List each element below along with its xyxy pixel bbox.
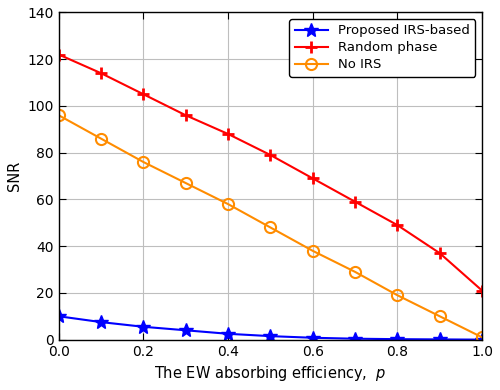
No IRS — [56, 113, 62, 118]
Proposed IRS-based — [436, 337, 442, 342]
Random phase — [225, 132, 231, 136]
Proposed IRS-based — [394, 337, 400, 342]
No IRS — [98, 136, 104, 141]
Proposed IRS-based — [479, 337, 485, 342]
No IRS — [394, 293, 400, 298]
Proposed IRS-based — [98, 320, 104, 324]
Random phase — [182, 113, 188, 118]
No IRS — [225, 202, 231, 206]
Line: No IRS: No IRS — [53, 110, 488, 343]
Legend: Proposed IRS-based, Random phase, No IRS: Proposed IRS-based, Random phase, No IRS — [290, 19, 476, 76]
No IRS — [268, 225, 274, 230]
Random phase — [479, 288, 485, 293]
Random phase — [352, 199, 358, 204]
No IRS — [310, 248, 316, 253]
Random phase — [56, 52, 62, 57]
Proposed IRS-based — [268, 334, 274, 339]
Line: Random phase: Random phase — [52, 48, 488, 297]
Proposed IRS-based — [310, 335, 316, 340]
Proposed IRS-based — [182, 328, 188, 333]
Y-axis label: SNR: SNR — [7, 161, 22, 191]
No IRS — [182, 181, 188, 185]
X-axis label: The EW absorbing efficiency,  $p$: The EW absorbing efficiency, $p$ — [154, 364, 386, 383]
Random phase — [436, 251, 442, 255]
Random phase — [310, 176, 316, 181]
Random phase — [394, 223, 400, 227]
Proposed IRS-based — [352, 336, 358, 341]
No IRS — [140, 160, 146, 164]
Line: Proposed IRS-based: Proposed IRS-based — [52, 309, 489, 347]
Proposed IRS-based — [56, 314, 62, 319]
Random phase — [268, 152, 274, 157]
Random phase — [98, 71, 104, 76]
No IRS — [479, 335, 485, 340]
Random phase — [140, 92, 146, 97]
Proposed IRS-based — [140, 324, 146, 329]
No IRS — [436, 314, 442, 319]
No IRS — [352, 269, 358, 274]
Proposed IRS-based — [225, 332, 231, 336]
